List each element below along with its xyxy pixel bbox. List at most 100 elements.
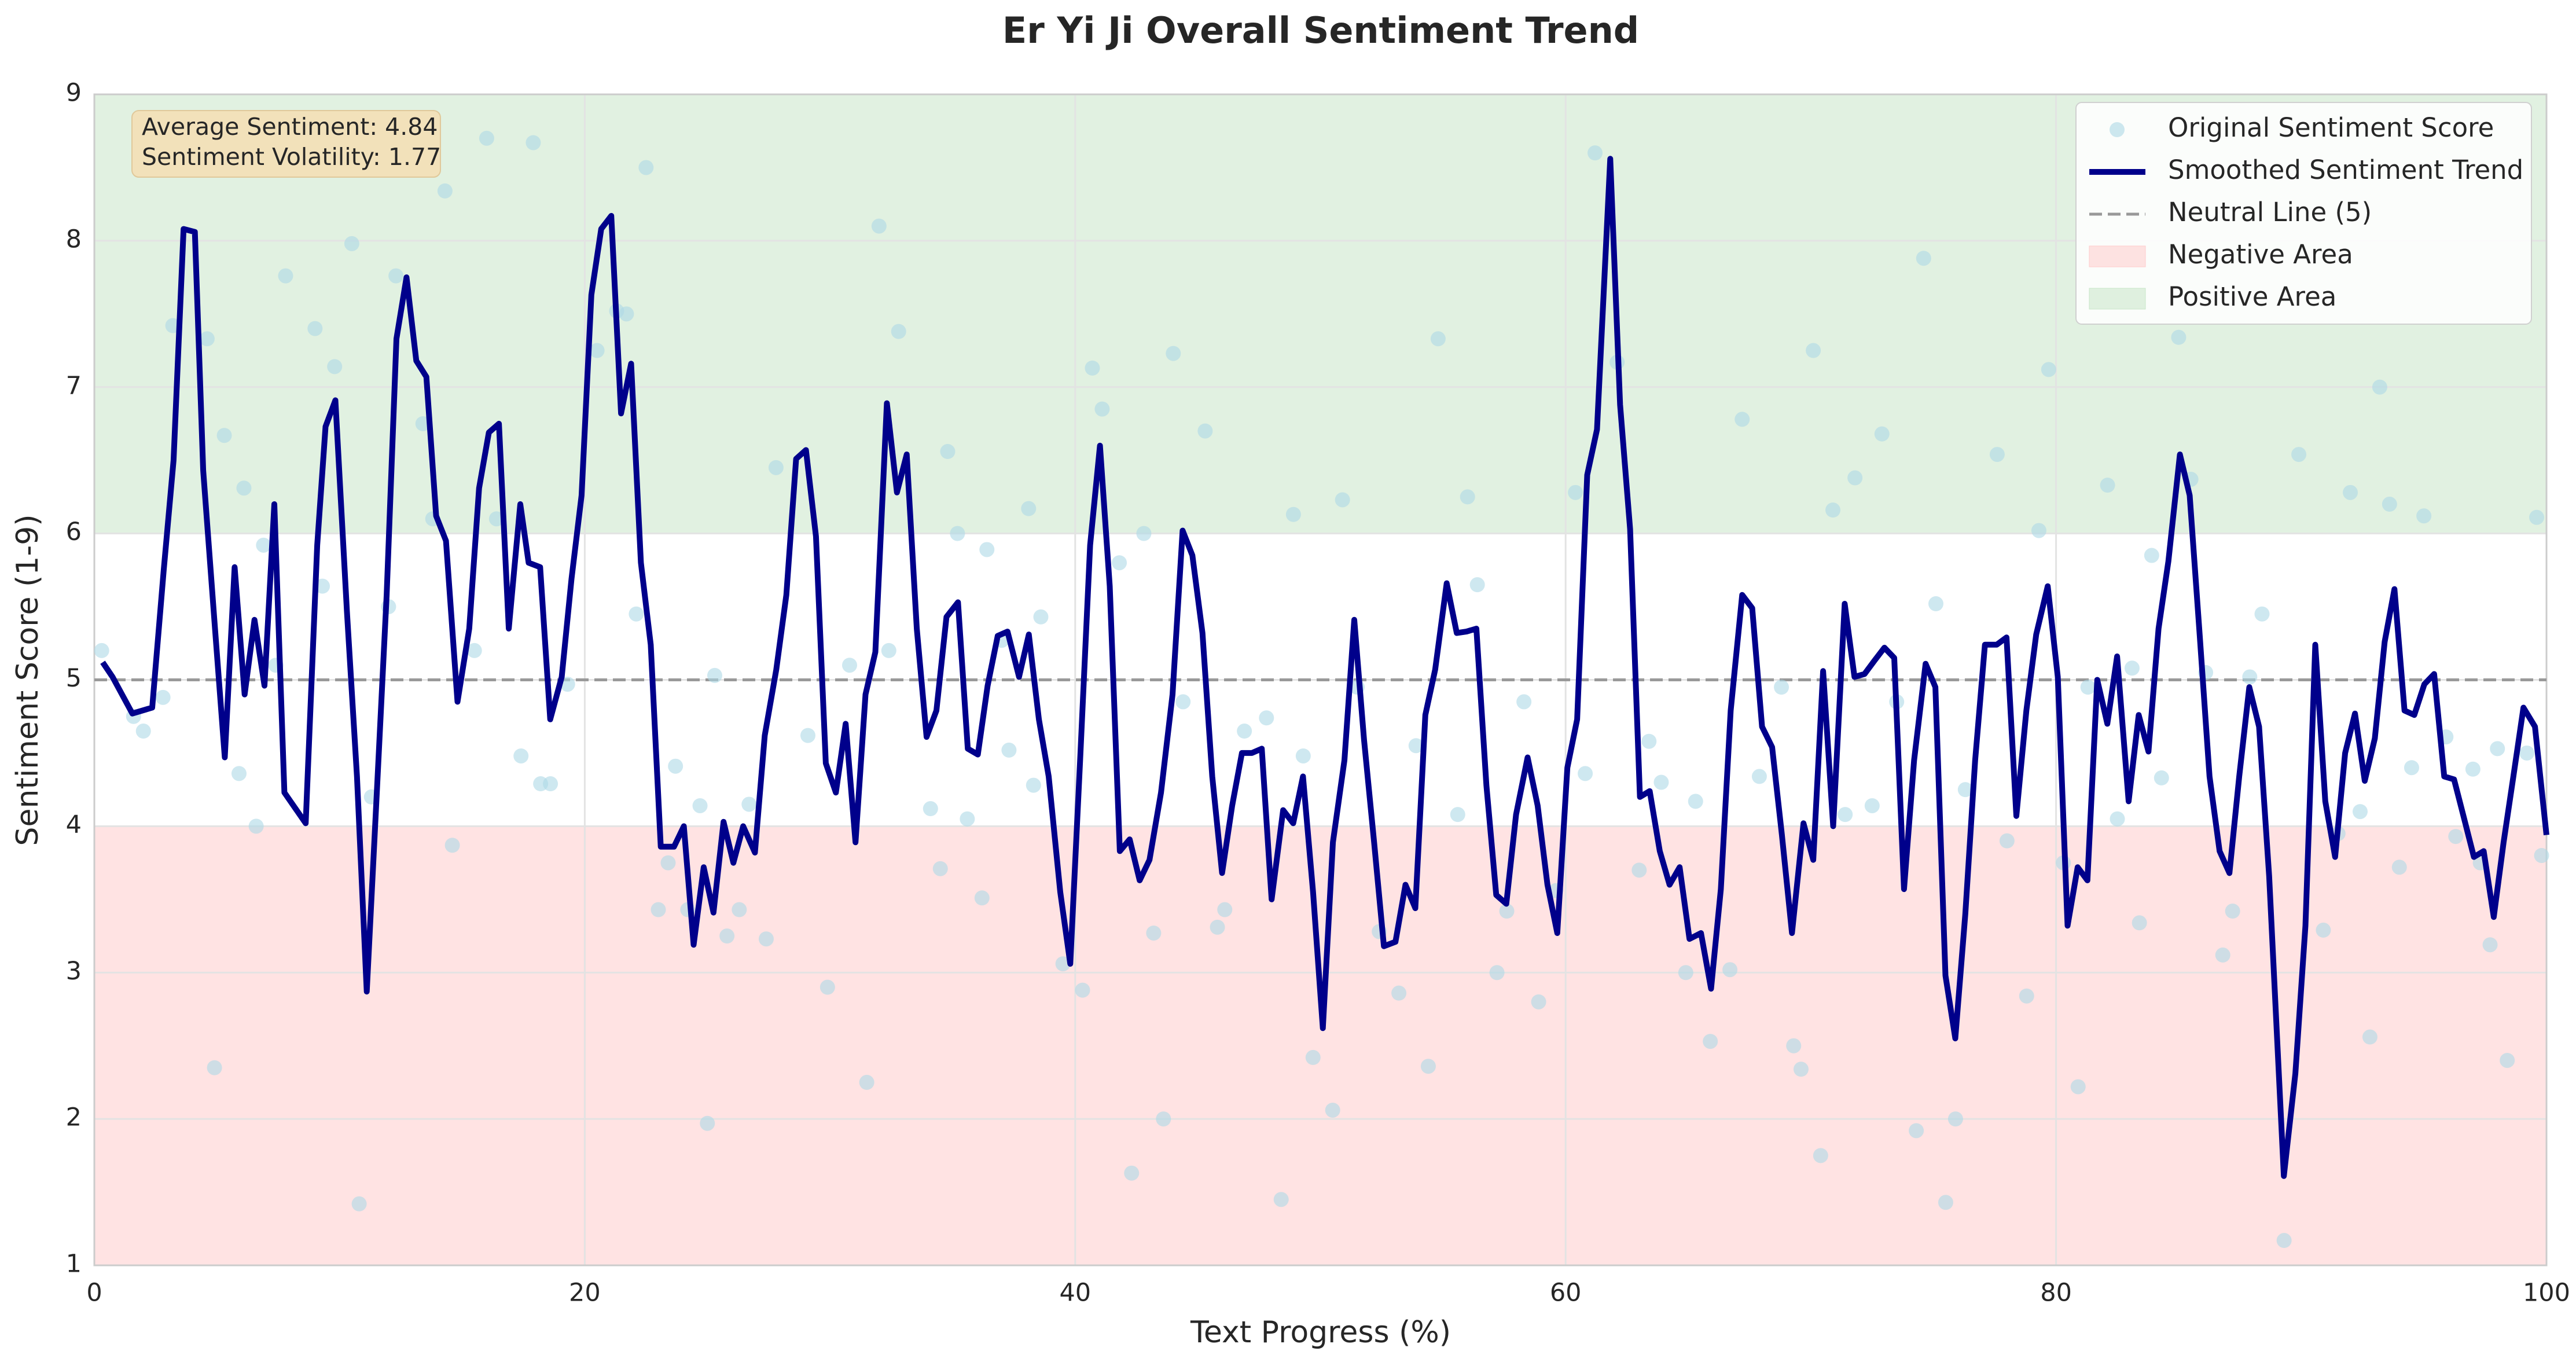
scatter-point: [1156, 1111, 1171, 1127]
legend-marker: [2089, 288, 2146, 310]
x-tick-label: 80: [2040, 1279, 2072, 1308]
scatter-point: [1166, 346, 1181, 361]
scatter-point: [327, 359, 343, 375]
scatter-point: [1588, 145, 1603, 161]
scatter-point: [800, 728, 815, 743]
scatter-point: [1568, 484, 1583, 500]
legend-box: [2075, 102, 2532, 325]
scatter-point: [1688, 794, 1703, 809]
scatter-point: [1909, 1123, 1924, 1139]
scatter-point: [2372, 379, 2387, 395]
scatter-point: [513, 748, 529, 763]
scatter-point: [1094, 401, 1110, 417]
scatter-point: [932, 861, 948, 876]
scatter-point: [1957, 782, 1973, 798]
scatter-point: [1806, 343, 1821, 358]
scatter-point: [891, 324, 906, 339]
scatter-point: [638, 160, 654, 175]
scatter-point: [2041, 362, 2056, 377]
scatter-point: [2416, 508, 2432, 524]
scatter-point: [707, 667, 722, 683]
scatter-point: [2171, 329, 2187, 345]
y-axis-label: Sentiment Score (1-9): [10, 515, 45, 846]
legend-marker: [2110, 122, 2125, 137]
scatter-point: [1928, 596, 1943, 612]
scatter-point: [236, 480, 252, 496]
scatter-point: [2291, 447, 2307, 462]
scatter-point: [2482, 937, 2498, 953]
y-tick-label: 8: [66, 225, 82, 254]
scatter-point: [315, 578, 330, 594]
scatter-point: [278, 268, 293, 284]
scatter-point: [1847, 470, 1863, 486]
scatter-point: [974, 890, 990, 906]
scatter-point: [950, 526, 965, 541]
scatter-point: [1947, 1111, 1963, 1127]
scatter-point: [1450, 807, 1465, 823]
scatter-point: [1430, 331, 1446, 347]
scatter-point: [1325, 1102, 1340, 1118]
scatter-point: [466, 643, 482, 658]
scatter-point: [1075, 982, 1090, 998]
scatter-point: [1285, 506, 1301, 522]
scatter-point: [1838, 807, 1853, 823]
scatter-point: [1774, 680, 1789, 695]
annotation-box: [131, 110, 441, 178]
scatter-point: [155, 689, 171, 705]
scatter-point: [589, 343, 605, 358]
scatter-point: [2225, 904, 2240, 919]
scatter-point: [1499, 904, 1515, 919]
x-tick-label: 100: [2523, 1279, 2570, 1308]
chart-title: Er Yi Ji Overall Sentiment Trend: [1002, 9, 1639, 52]
scatter-point: [1055, 956, 1071, 972]
y-tick-label: 5: [66, 664, 82, 693]
scatter-point: [1124, 1165, 1140, 1181]
scatter-point: [841, 658, 857, 673]
scatter-point: [1175, 694, 1191, 710]
scatter-point: [1085, 360, 1100, 376]
scatter-point: [526, 135, 541, 150]
scatter-point: [2343, 484, 2358, 500]
scatter-point: [758, 931, 774, 947]
scatter-point: [1516, 694, 1532, 710]
scatter-point: [1469, 577, 1485, 593]
scatter-point: [1578, 766, 1593, 781]
x-axis-label: Text Progress (%): [1190, 1315, 1451, 1350]
scatter-point: [2080, 680, 2096, 695]
scatter-point: [2254, 606, 2270, 622]
scatter-point: [1653, 774, 1669, 790]
scatter-point: [668, 758, 683, 774]
scatter-point: [488, 511, 504, 527]
scatter-point: [732, 902, 747, 917]
scatter-point: [651, 902, 666, 917]
scatter-point: [2448, 829, 2464, 845]
scatter-point: [2316, 922, 2331, 938]
scatter-point: [2215, 947, 2230, 963]
scatter-point: [768, 460, 784, 475]
y-tick-label: 7: [66, 371, 82, 400]
scatter-point: [2465, 761, 2481, 777]
scatter-point: [2534, 847, 2549, 863]
scatter-point: [1335, 492, 1350, 508]
scatter-point: [216, 428, 232, 443]
scatter-point: [444, 838, 460, 853]
scatter-point: [1786, 1038, 1802, 1053]
scatter-point: [1793, 1062, 1809, 1077]
scatter-point: [1391, 985, 1407, 1001]
scatter-point: [1305, 1049, 1321, 1065]
scatter-point: [1751, 769, 1767, 784]
legend-label: Original Sentiment Score: [2168, 112, 2494, 143]
scatter-point: [979, 542, 995, 557]
scatter-point: [1408, 738, 1424, 754]
scatter-point: [1197, 423, 1213, 439]
legend-label: Negative Area: [2168, 239, 2353, 270]
scatter-point: [1825, 502, 1841, 518]
scatter-point: [2132, 915, 2147, 931]
scatter-point: [960, 811, 975, 827]
scatter-point: [2404, 760, 2419, 776]
scatter-point: [660, 855, 676, 871]
scatter-point: [692, 798, 708, 813]
scatter-point: [437, 183, 453, 199]
scatter-point: [1999, 833, 2015, 849]
